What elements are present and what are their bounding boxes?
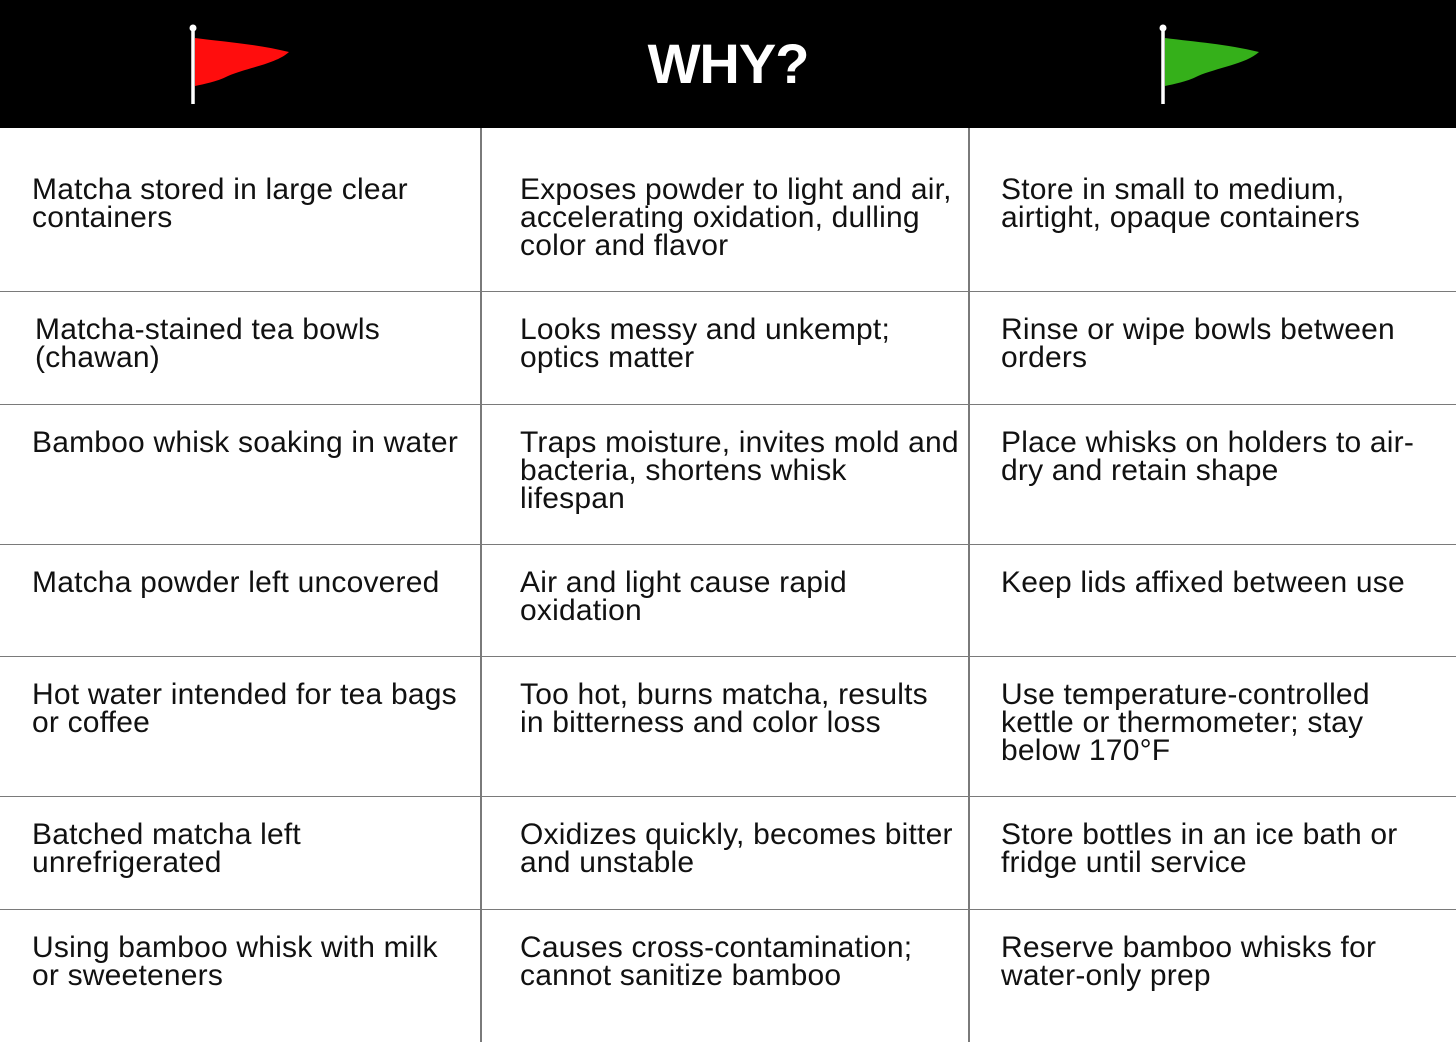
why-cell: Exposes powder to light and air, acceler… <box>520 173 952 262</box>
green-flag-cell: Place whisks on holders to air-dry and r… <box>1001 426 1415 487</box>
green-flag-cell: Reserve bamboo whisks for water-only pre… <box>1001 931 1377 992</box>
red-flag-cell: Hot water intended for tea bags or coffe… <box>32 678 457 739</box>
table-row: Batched matcha left unrefrigerated Oxidi… <box>0 797 1456 910</box>
red-flag-cell: Using bamboo whisk with milk or sweetene… <box>32 931 438 992</box>
red-flag-cell: Matcha stored in large clear containers <box>32 173 408 234</box>
green-flag-cell: Store in small to medium, airtight, opaq… <box>1001 173 1360 234</box>
table-row: Using bamboo whisk with milk or sweetene… <box>0 910 1456 1042</box>
green-flag-cell: Keep lids affixed between use <box>1001 566 1405 599</box>
why-cell: Looks messy and unkempt; optics matter <box>520 313 890 374</box>
column-divider <box>968 128 970 1042</box>
why-cell: Air and light cause rapid oxidation <box>520 566 847 627</box>
red-flag-cell: Batched matcha left unrefrigerated <box>32 818 301 879</box>
green-flag-icon <box>1159 24 1259 104</box>
column-divider <box>480 128 482 1042</box>
table-row: Bamboo whisk soaking in water Traps mois… <box>0 405 1456 545</box>
green-flag-cell: Use temperature-controlled kettle or the… <box>1001 678 1370 767</box>
green-flag-cell: Store bottles in an ice bath or fridge u… <box>1001 818 1398 879</box>
table-row: Matcha-stained tea bowls (chawan) Looks … <box>0 292 1456 405</box>
table-row: Matcha powder left uncovered Air and lig… <box>0 545 1456 657</box>
why-cell: Oxidizes quickly, becomes bitter and uns… <box>520 818 953 879</box>
red-flag-cell: Bamboo whisk soaking in water <box>32 426 459 459</box>
why-cell: Traps moisture, invites mold and bacteri… <box>520 426 959 515</box>
green-flag-cell: Rinse or wipe bowls between orders <box>1001 313 1395 374</box>
header-bar: WHY? <box>0 0 1456 128</box>
why-cell: Too hot, burns matcha, results in bitter… <box>520 678 928 739</box>
why-cell: Causes cross-contamination; cannot sanit… <box>520 931 913 992</box>
red-flag-icon <box>189 24 289 104</box>
red-flag-cell: Matcha powder left uncovered <box>32 566 440 599</box>
red-flag-cell: Matcha-stained tea bowls (chawan) <box>35 313 380 374</box>
comparison-table: Matcha stored in large clear containers … <box>0 128 1456 1042</box>
table-row: Hot water intended for tea bags or coffe… <box>0 657 1456 797</box>
table-row: Matcha stored in large clear containers … <box>0 128 1456 292</box>
page-title: WHY? <box>647 32 810 95</box>
